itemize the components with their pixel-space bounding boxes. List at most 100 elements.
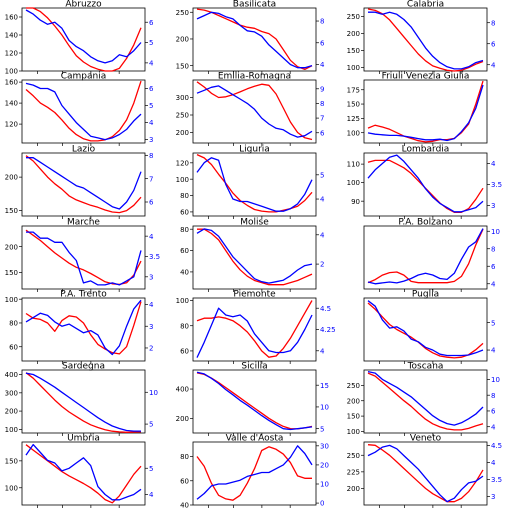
- left-tick-label: 225: [347, 468, 360, 476]
- right-tick-label: 4.25: [320, 326, 336, 334]
- left-tick-label: 100: [347, 129, 360, 137]
- right-axis-series-line: [367, 370, 484, 426]
- left-axis-series-line: [367, 302, 484, 359]
- left-axis-series-line: [197, 228, 313, 286]
- left-tick-label: 175: [347, 86, 360, 94]
- left-tick-label: 150: [347, 101, 360, 109]
- left-tick-label: 250: [176, 9, 189, 17]
- left-tick-label: 150: [5, 207, 18, 215]
- right-axis-series-line: [196, 11, 313, 69]
- subplot-21: Veneto20022525033.544.513/0928/0913/1028…: [347, 434, 502, 508]
- right-tick-label: 4: [149, 59, 154, 67]
- right-tick-label: 4: [149, 233, 154, 241]
- subplot-17: Sicilia 200 400 5 10 15: [176, 362, 329, 436]
- right-tick-label: 5: [320, 425, 324, 433]
- left-tick-label: 60: [180, 247, 189, 255]
- right-tick-label: 5: [149, 39, 153, 47]
- right-tick-label: 4: [149, 491, 154, 499]
- right-tick-label: 2: [149, 345, 153, 353]
- plot-frame: [21, 79, 146, 144]
- left-axis-series-line: [25, 155, 142, 214]
- left-tick-label: 100: [176, 297, 189, 305]
- right-axis-series-line: [25, 299, 142, 356]
- right-tick-label: 6: [149, 85, 154, 93]
- left-tick-label: 60: [9, 343, 18, 351]
- right-axis-series-line: [25, 443, 142, 501]
- right-tick-label: 4: [491, 61, 496, 69]
- left-axis-series-line: [367, 228, 484, 284]
- left-tick-label: 100: [176, 176, 189, 184]
- right-tick-label: 6: [491, 263, 496, 271]
- right-tick-label: 4: [491, 423, 496, 431]
- plot-frame: [363, 79, 488, 144]
- left-axis-series-line: [367, 8, 484, 72]
- plot-frame: [192, 152, 317, 217]
- left-tick-label: 200: [347, 30, 360, 38]
- left-tick-label: 300: [5, 389, 18, 397]
- right-axis-series-line: [26, 157, 142, 210]
- right-axis-series-line: [196, 445, 313, 500]
- left-tick-label: 160: [5, 79, 18, 87]
- left-tick-label: 125: [347, 115, 360, 123]
- left-tick-label: 100: [5, 296, 18, 304]
- right-tick-label: 6: [320, 129, 325, 137]
- plot-frame: [192, 297, 317, 362]
- plot-frame: [21, 297, 146, 362]
- left-axis-series-line: [25, 301, 142, 355]
- right-tick-label: 15: [320, 382, 329, 390]
- right-tick-label: 7: [320, 115, 324, 123]
- left-tick-label: 200: [5, 408, 18, 416]
- right-tick-label: 5: [149, 465, 153, 473]
- right-tick-label: 4: [491, 280, 496, 288]
- left-tick-label: 250: [176, 112, 189, 120]
- subplot-2: Basilicata 150 200 250 4 6 8: [176, 0, 325, 74]
- left-tick-label: 200: [5, 174, 18, 182]
- right-tick-label: 3.5: [491, 476, 502, 484]
- subplot-11: Molise 40 60 80 2 4: [180, 218, 325, 292]
- right-tick-label: 4.5: [491, 442, 502, 450]
- right-axis-series-line: [25, 372, 141, 432]
- left-tick-label: 40: [180, 269, 189, 277]
- left-tick-label: 120: [5, 50, 18, 58]
- plot-frame: [192, 79, 317, 144]
- subplot-14: Piemonte 60 80 100 4 4.25 4.5: [176, 290, 336, 364]
- subplot-title: Lombardia: [402, 145, 450, 155]
- subplot-4: Campania 120 140 160 3 4 5 6: [5, 72, 154, 146]
- right-tick-label: 6: [149, 19, 154, 27]
- right-axis-series-line: [367, 84, 484, 142]
- left-tick-label: 200: [347, 397, 360, 405]
- subplot-title: Lazio: [72, 145, 96, 155]
- subplot-title: Veneto: [410, 434, 442, 444]
- subplot-title: Sardegna: [62, 362, 105, 372]
- right-tick-label: 4.5: [320, 305, 331, 313]
- left-axis-series-line: [196, 81, 313, 141]
- left-tick-label: 200: [176, 36, 189, 44]
- left-tick-label: 80: [9, 320, 18, 328]
- subplot-title: Liguria: [239, 145, 270, 155]
- right-axis-series-line: [196, 85, 313, 138]
- right-tick-label: 6: [149, 199, 154, 207]
- right-tick-label: 3: [491, 493, 495, 501]
- left-tick-label: 60: [180, 477, 189, 485]
- left-axis-series-line: [367, 159, 484, 213]
- subplot-title: Umbria: [67, 434, 100, 444]
- subplot-title: Toscana: [407, 362, 444, 372]
- right-tick-label: 5: [491, 319, 495, 327]
- right-tick-label: 3: [149, 323, 153, 331]
- left-tick-label: 120: [5, 121, 18, 129]
- left-tick-label: 100: [5, 426, 18, 434]
- subplot-18: Toscana 100 150 200 250 4 6 8 10: [347, 362, 500, 437]
- subplot-7: Lazio 150 200 6 7 8: [5, 145, 154, 219]
- left-axis-series-line: [26, 7, 142, 72]
- subplot-title: Sicilia: [241, 362, 267, 372]
- right-tick-label: 8: [491, 19, 495, 27]
- subplot-12: P.A. Bolzano 4 6 8 10: [363, 218, 500, 292]
- right-tick-label: 4: [320, 61, 325, 69]
- right-tick-label: 4: [491, 160, 496, 168]
- right-tick-label: 4: [320, 347, 325, 355]
- subplot-13: P.A. Trento 60 80 100 2 3 4: [5, 290, 154, 364]
- plot-frame: [363, 297, 488, 362]
- right-axis-series-line: [367, 300, 484, 357]
- right-axis-series-line: [367, 444, 484, 503]
- left-tick-label: 300: [176, 94, 189, 102]
